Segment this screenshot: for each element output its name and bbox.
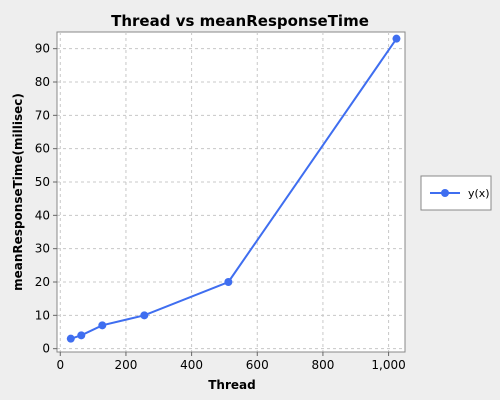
y-tick-label: 70 [35,108,50,122]
grid [57,32,405,352]
x-tick-label: 400 [180,358,203,372]
y-tick-label: 30 [35,242,50,256]
x-tick-label: 800 [311,358,334,372]
plot-area [56,31,406,353]
y-tick-label: 50 [35,175,50,189]
y-tick-label: 10 [35,308,50,322]
x-tick-label: 200 [114,358,137,372]
y-tick-label: 0 [42,342,50,356]
series-layer [66,34,401,343]
y-axis: 0 10 20 30 40 50 60 70 80 90 [35,32,58,356]
legend-series-label: y(x) [468,187,490,200]
data-point [224,278,233,286]
y-tick-label: 80 [35,75,50,89]
y-tick-label: 60 [35,142,50,156]
data-point [140,311,149,320]
chart-title: Thread vs meanResponseTime [111,12,369,30]
legend-series-marker [441,189,449,197]
y-tick-label: 20 [35,275,50,289]
x-axis-label: Thread [208,378,255,392]
legend: y(x) [420,175,492,211]
y-tick-label: 90 [35,42,50,56]
data-point [66,334,75,343]
data-point [392,34,401,43]
data-point [98,321,107,330]
x-tick-label: 1,000 [371,358,405,372]
y-tick-label: 40 [35,208,50,222]
x-tick-label: 600 [246,358,269,372]
data-point [77,331,86,340]
x-axis: 0 200 400 600 800 1,000 [56,351,406,372]
y-axis-label: meanResponseTime(millisec) [11,93,25,291]
x-tick-label: 0 [56,358,64,372]
